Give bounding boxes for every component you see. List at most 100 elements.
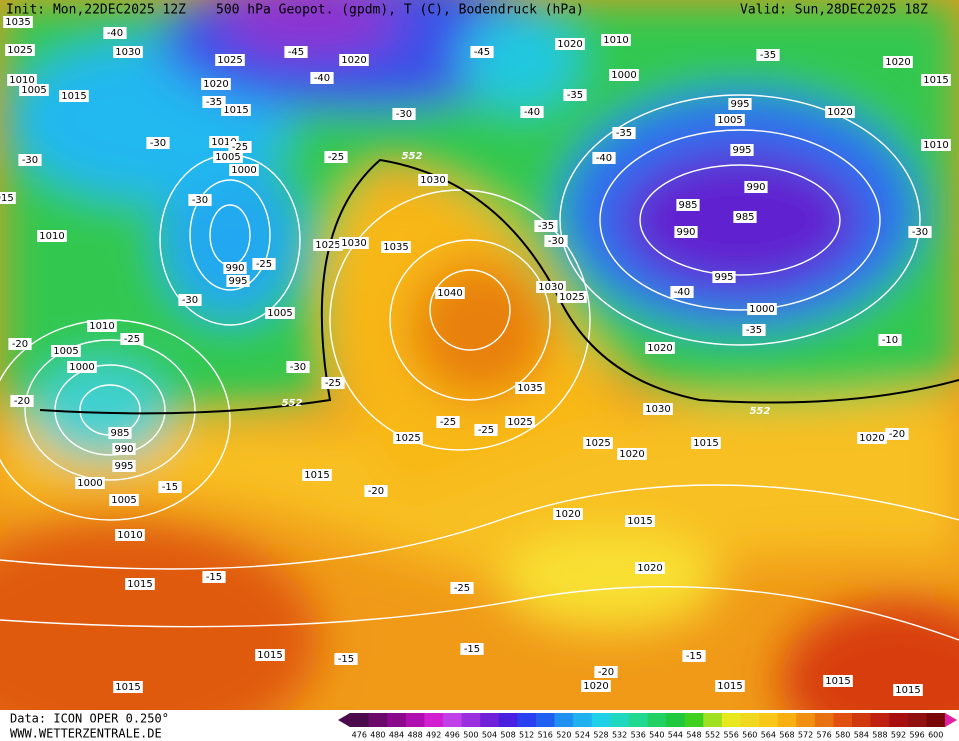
temperature-label-box [742, 324, 766, 336]
temperature-label: -35 [746, 325, 762, 336]
temperature-label-box [470, 46, 494, 58]
pressure-label: 1010 [9, 75, 34, 86]
temperature-label-box [474, 424, 498, 436]
temperature-label-box [18, 154, 42, 166]
temperature-label-box [158, 481, 182, 493]
temperature-label-box [460, 643, 484, 655]
pressure-label-box [744, 181, 768, 193]
colorbar-label: 500 [463, 731, 478, 740]
temperature-label: -30 [396, 109, 412, 120]
colorbar-label: 572 [798, 731, 813, 740]
temperature-label: -40 [314, 73, 330, 84]
temperature-label-box [670, 286, 694, 298]
temperature-label: -35 [567, 90, 583, 101]
temperature-label: -30 [290, 362, 306, 373]
temperature-label: -35 [538, 221, 554, 232]
pressure-label: 1015 [304, 470, 329, 481]
temperature-label-box [392, 108, 416, 120]
colorbar-label: 552 [705, 731, 720, 740]
pressure-label: 1025 [395, 433, 420, 444]
colorbar-label: 556 [724, 731, 739, 740]
colorbar-swatch [740, 713, 760, 727]
pressure-label-box [883, 56, 913, 68]
colorbar-swatch [405, 713, 425, 727]
pressure-label: 1030 [115, 47, 140, 58]
pressure-label: 1000 [69, 362, 94, 373]
temperature-label-box [908, 226, 932, 238]
temperature-label: -30 [912, 227, 928, 238]
pressure-label: 1015 [61, 91, 86, 102]
isobars [0, 94, 959, 641]
pressure-label: 1000 [749, 304, 774, 315]
colorbar-label: 520 [556, 731, 571, 740]
pressure-label: 995 [114, 461, 133, 472]
pressure-label: 1000 [231, 165, 256, 176]
pressure-label-box [625, 515, 655, 527]
pressure-label-box [515, 382, 545, 394]
temperature-label-box [120, 333, 144, 345]
temperature-label: -40 [107, 28, 123, 39]
temperature-label: -25 [454, 583, 470, 594]
pressure-label: 1015 [825, 676, 850, 687]
colorbar-label: 536 [631, 731, 646, 740]
pressure-label: 995 [732, 145, 751, 156]
pressure-label-box [255, 649, 285, 661]
pressure-label-box [643, 403, 673, 415]
pressure-label-box [115, 529, 145, 541]
pressure-label: 1025 [315, 240, 340, 251]
pressure-label-box [5, 44, 35, 56]
colorbar-label: 588 [872, 731, 887, 740]
colorbar-label: 496 [445, 731, 460, 740]
temperature-label-box [334, 653, 358, 665]
colorbar-swatch [424, 713, 444, 727]
pressure-label-box [435, 287, 465, 299]
pressure-label: 1010 [89, 321, 114, 332]
temperature-label-box [324, 151, 348, 163]
temperature-label: -25 [325, 378, 341, 389]
pressure-label-box [825, 106, 855, 118]
pressure-label: 1015 [923, 75, 948, 86]
pressure-label-box [730, 144, 754, 156]
colorbar-swatch [573, 713, 593, 727]
colorbar-label: 564 [761, 731, 776, 740]
temperature-label: -30 [182, 295, 198, 306]
pressure-label: 1025 [217, 55, 242, 66]
temperature-label: -40 [524, 107, 540, 118]
pressure-label: 1020 [203, 79, 228, 90]
pressure-label-box [617, 448, 647, 460]
temperature-label-box [178, 294, 202, 306]
pressure-label: 1020 [647, 343, 672, 354]
pressure-label-box [113, 46, 143, 58]
pressure-label-box [583, 437, 613, 449]
pressure-label: 1015 [693, 438, 718, 449]
pressure-label-box [733, 211, 757, 223]
height-552-label: 552 [402, 151, 423, 162]
colorbar-swatch [703, 713, 723, 727]
pressure-label: 1040 [437, 288, 462, 299]
pressure-label-box [313, 239, 343, 251]
pressure-label-box [229, 164, 259, 176]
colorbar-swatch [852, 713, 872, 727]
pressure-label-box [553, 508, 583, 520]
pressure-label-box [715, 114, 745, 126]
pressure-label-box [213, 151, 243, 163]
pressure-label-box [221, 104, 251, 116]
colorbar-label: 528 [593, 731, 608, 740]
temperature-label: -25 [232, 142, 248, 153]
pressure-label-box [555, 38, 585, 50]
colorbar-label: 576 [817, 731, 832, 740]
pressure-label-box [67, 361, 97, 373]
pressure-label-box [635, 562, 665, 574]
pressure-label-box [339, 237, 369, 249]
colorbar-label: 516 [538, 731, 553, 740]
temperature-label: -15 [338, 654, 354, 665]
pressure-label: 1020 [619, 449, 644, 460]
pressure-label: 995 [730, 99, 749, 110]
colorbar-label: 592 [891, 731, 906, 740]
pressure-label: 1010 [603, 35, 628, 46]
colorbar-swatch [666, 713, 686, 727]
temperature-label: -25 [256, 259, 272, 270]
temperature-label: -45 [288, 47, 304, 58]
